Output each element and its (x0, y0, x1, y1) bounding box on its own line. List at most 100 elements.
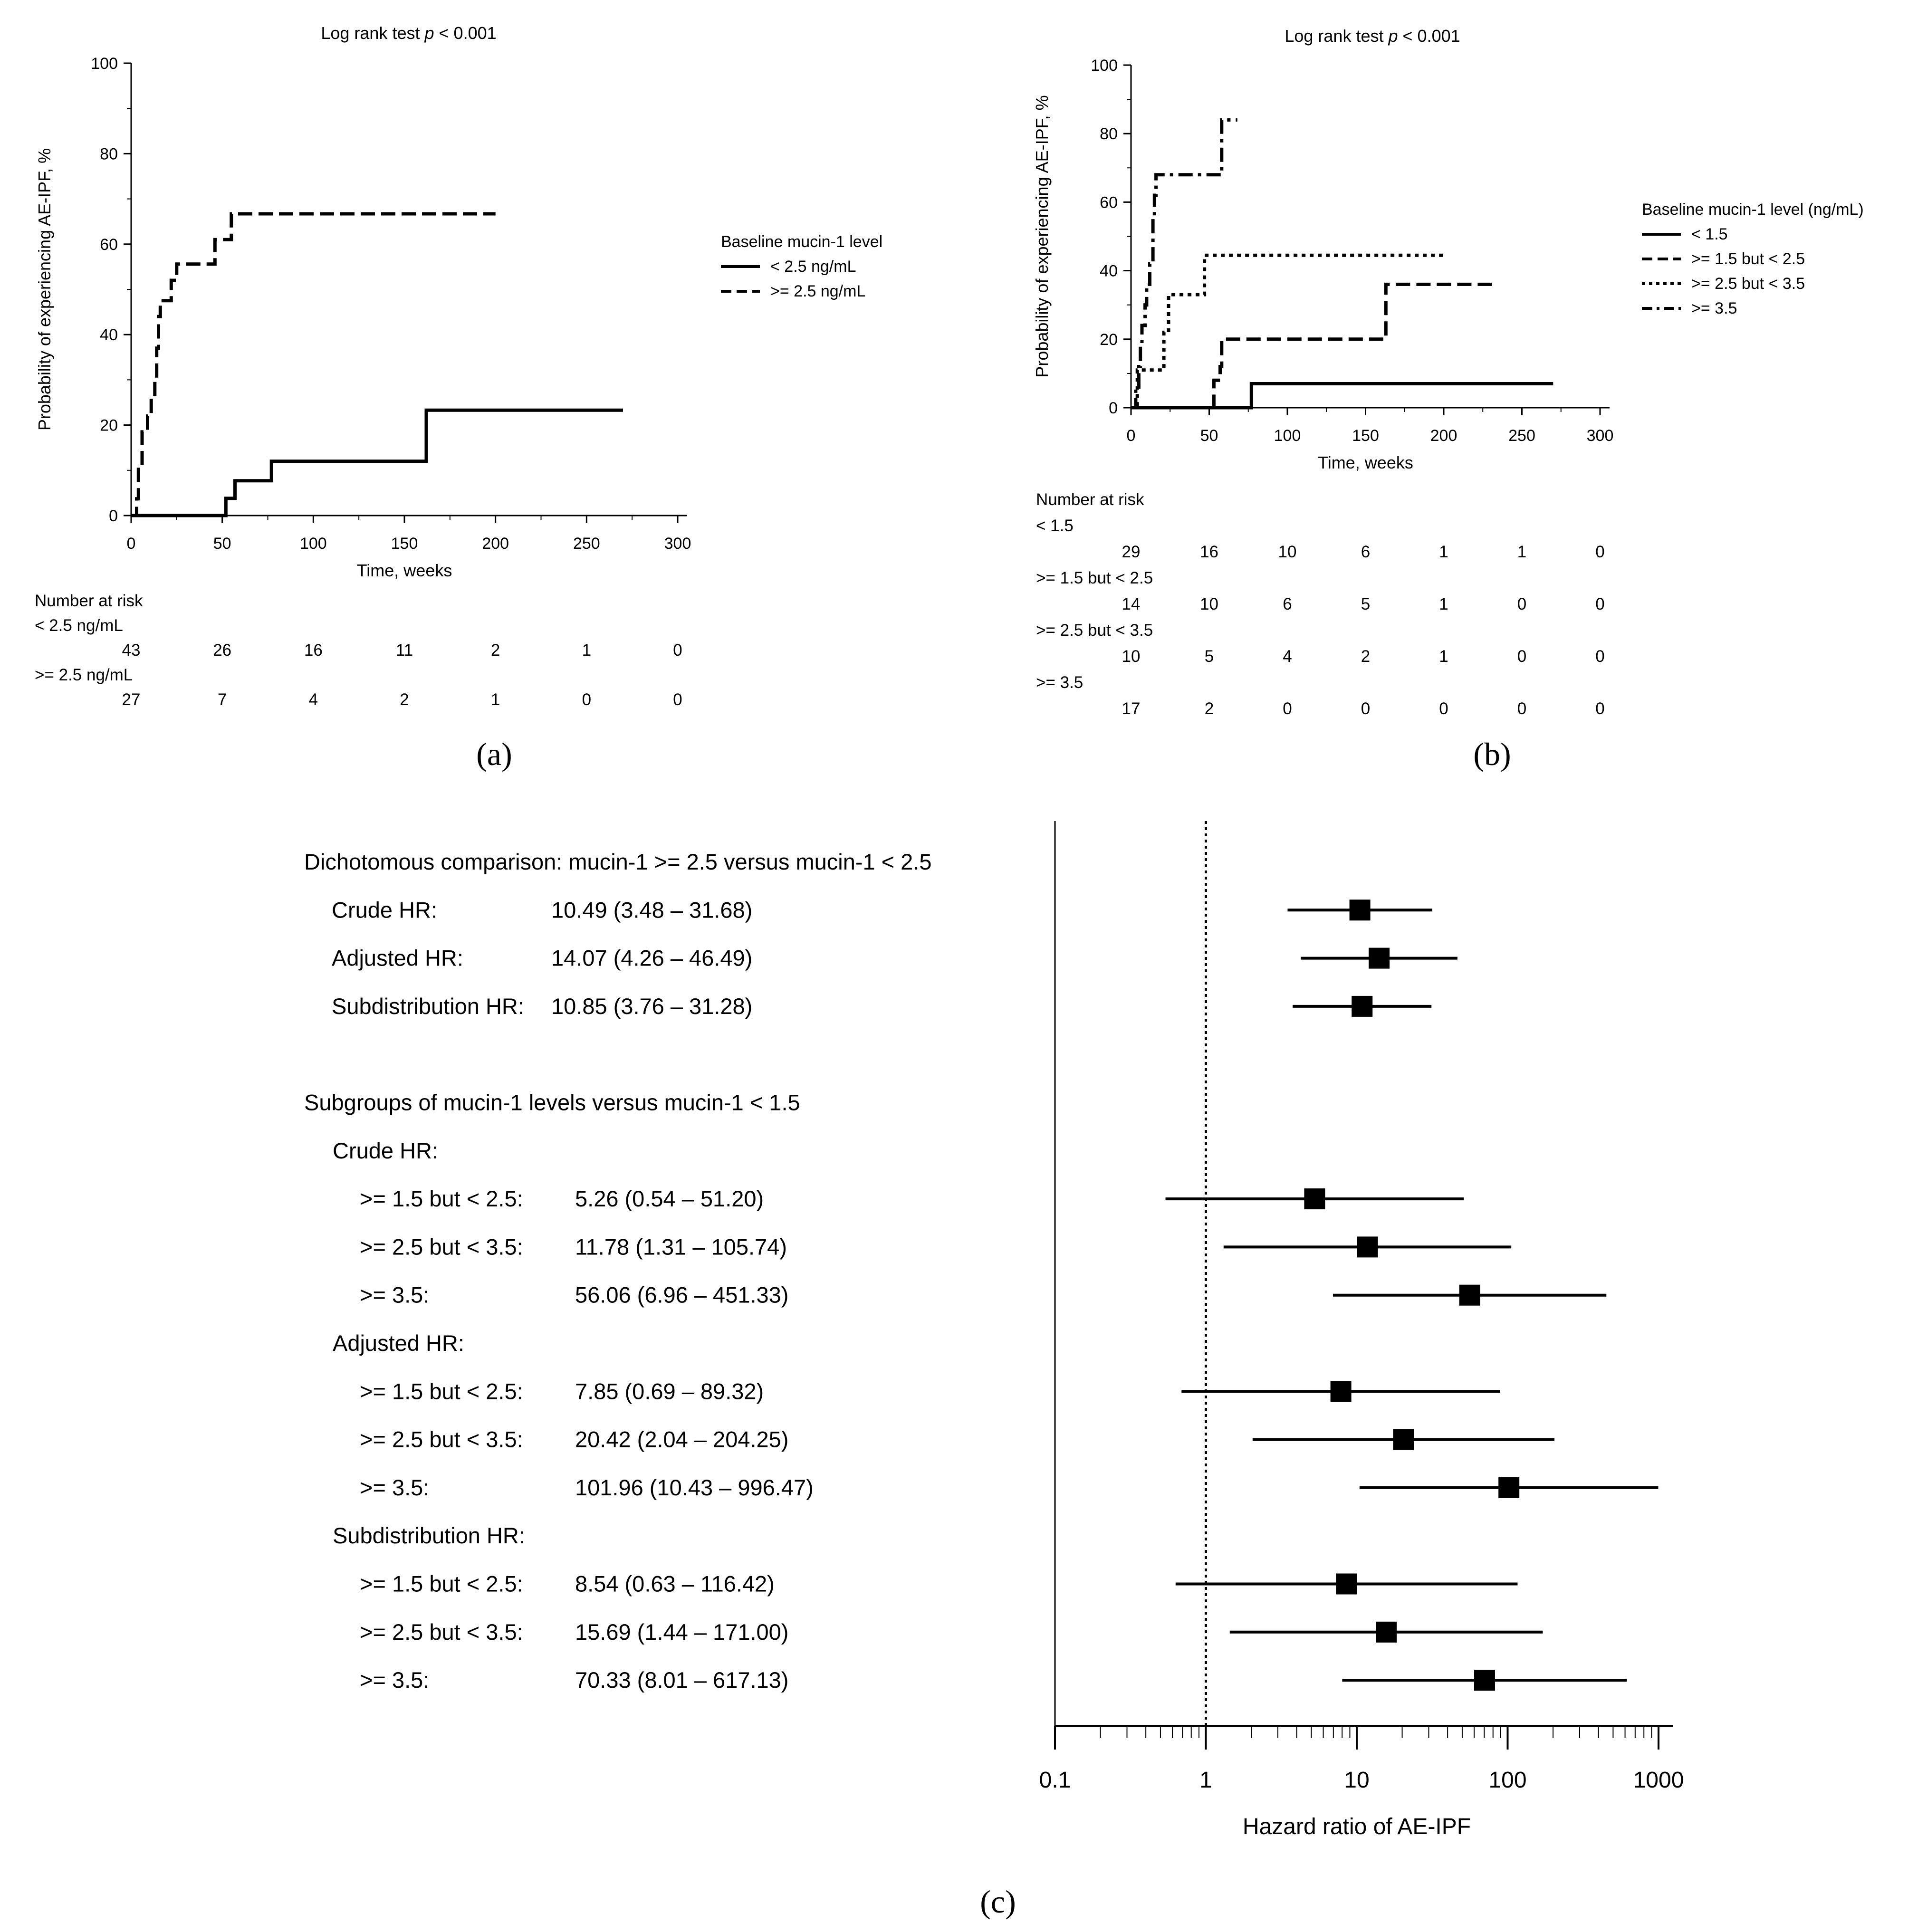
risk-count: 0 (1517, 595, 1526, 613)
risk-count: 1 (1439, 543, 1448, 561)
risk-count: 5 (1361, 595, 1370, 613)
panel-c-forest-plot: 0.1 1 10 100 1000 Hazard ratio of AE-IPF Dicho… (304, 821, 1684, 1839)
y-tick-label: 100 (1091, 57, 1118, 75)
risk-count: 0 (1595, 647, 1604, 666)
legend-entry-label: < 1.5 (1691, 225, 1728, 243)
km-title-suffix: < 0.001 (434, 23, 497, 43)
risk-count: 0 (1283, 699, 1292, 718)
risk-count: 26 (213, 641, 231, 660)
y-tick-label: 20 (1100, 331, 1118, 349)
estimate-value: 56.06 (6.96 – 451.33) (575, 1282, 788, 1308)
legend-title: Baseline mucin-1 level (721, 233, 882, 251)
hr-tick-label: 1000 (1633, 1768, 1684, 1793)
risk-count: 17 (1122, 699, 1141, 718)
km-title: Log rank test p < 0.001 (321, 23, 496, 43)
km-curve-dashed (131, 212, 496, 517)
estimate-label: Crude HR: (332, 897, 437, 922)
y-tick-label: 60 (1100, 193, 1118, 211)
risk-table-title: Number at risk (35, 592, 143, 610)
km-title: Log rank test p < 0.001 (1285, 26, 1460, 46)
risk-count: 14 (1122, 595, 1141, 613)
estimate-value: 20.42 (2.04 – 204.25) (575, 1427, 788, 1452)
hr-point-marker (1459, 1284, 1480, 1306)
estimate-label: Adjusted HR: (332, 946, 463, 971)
hr-point-marker (1330, 1381, 1352, 1402)
hr-point-marker (1498, 1477, 1520, 1498)
estimate-value: 11.78 (1.31 – 105.74) (575, 1234, 787, 1259)
estimate-label: >= 2.5 but < 3.5: (360, 1619, 523, 1645)
hr-point-marker (1336, 1573, 1357, 1595)
risk-count: 2 (1361, 647, 1370, 666)
y-tick-label: 60 (100, 236, 118, 254)
legend-entry-label: >= 2.5 but < 3.5 (1691, 275, 1805, 293)
risk-count: 11 (396, 641, 413, 660)
x-tick-label: 50 (213, 535, 231, 553)
km-title-p: p (424, 23, 434, 43)
y-axis-label: Probability of experiencing AE-IPF, % (35, 148, 54, 430)
risk-count: 1 (1517, 543, 1526, 561)
risk-count: 10 (1200, 595, 1218, 613)
hr-point-marker (1357, 1236, 1378, 1258)
estimate-label: >= 2.5 but < 3.5: (360, 1427, 523, 1452)
panel-label-c: (c) (980, 1884, 1016, 1920)
y-tick-label: 80 (100, 145, 118, 163)
y-tick-label: 100 (91, 55, 118, 73)
risk-group-label: < 2.5 ng/mL (35, 616, 123, 635)
km-title-p: p (1388, 26, 1398, 46)
y-tick-label: 0 (1109, 399, 1118, 417)
km-curve-solid (1131, 382, 1553, 410)
estimate-value: 70.33 (8.01 – 617.13) (575, 1667, 788, 1693)
hr-point-marker (1304, 1188, 1325, 1210)
hr-point-marker (1352, 995, 1373, 1017)
legend-entry-label: >= 3.5 (1691, 299, 1737, 317)
x-tick-label: 150 (391, 535, 418, 553)
km-title-prefix: Log rank test (1285, 26, 1388, 46)
risk-count: 2 (400, 690, 409, 709)
risk-count: 0 (1439, 699, 1448, 718)
x-tick-label: 250 (573, 535, 600, 553)
hr-tick-label: 10 (1344, 1768, 1369, 1793)
risk-count: 16 (304, 641, 323, 660)
risk-count: 6 (1361, 543, 1370, 561)
x-tick-label: 300 (664, 535, 691, 553)
risk-count: 4 (1283, 647, 1292, 666)
panel-label-b: (b) (1473, 736, 1511, 772)
risk-table-title: Number at risk (1036, 490, 1144, 509)
risk-count: 1 (1439, 647, 1448, 666)
hr-point-marker (1349, 899, 1371, 921)
risk-count: 1 (491, 690, 500, 709)
risk-count: 0 (1517, 647, 1526, 666)
hr-tick-label: 100 (1488, 1768, 1526, 1793)
hr-axis-label: Hazard ratio of AE-IPF (1243, 1814, 1471, 1839)
risk-group-label: >= 2.5 ng/mL (35, 666, 133, 684)
estimate-value: 10.85 (3.76 – 31.28) (551, 994, 752, 1019)
risk-count: 10 (1278, 543, 1297, 561)
km-curve-solid (131, 408, 623, 517)
legend-entry-label: >= 1.5 but < 2.5 (1691, 250, 1805, 268)
y-tick-label: 20 (100, 417, 118, 435)
estimate-value: 5.26 (0.54 – 51.20) (575, 1186, 764, 1211)
legend-entry-label: < 2.5 ng/mL (770, 258, 856, 276)
x-tick-label: 300 (1587, 427, 1614, 445)
estimate-label: >= 1.5 but < 2.5: (360, 1571, 523, 1597)
risk-count: 2 (491, 641, 500, 660)
legend-title: Baseline mucin-1 level (ng/mL) (1642, 201, 1864, 219)
estimate-label: >= 1.5 but < 2.5: (360, 1378, 523, 1404)
hr-tick-label: 0.1 (1039, 1768, 1071, 1793)
x-tick-label: 100 (300, 535, 327, 553)
legend-entry-label: >= 2.5 ng/mL (770, 282, 865, 300)
risk-count: 4 (309, 690, 318, 709)
estimate-label: >= 1.5 but < 2.5: (360, 1186, 523, 1211)
x-tick-label: 0 (127, 535, 136, 553)
risk-count: 1 (1439, 595, 1448, 613)
risk-count: 1 (582, 641, 591, 660)
section-header: Dichotomous comparison: mucin-1 >= 2.5 v… (304, 849, 932, 874)
y-tick-label: 0 (109, 507, 118, 525)
panel-label-a: (a) (476, 736, 512, 772)
y-axis-label: Probability of experiencing AE-IPF, % (1032, 95, 1052, 377)
risk-count: 2 (1205, 699, 1214, 718)
hr-tick-label: 1 (1199, 1768, 1212, 1793)
